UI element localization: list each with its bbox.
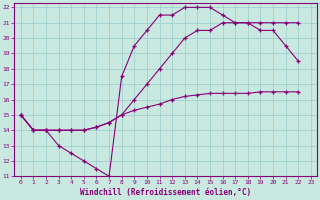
X-axis label: Windchill (Refroidissement éolien,°C): Windchill (Refroidissement éolien,°C) bbox=[80, 188, 252, 197]
